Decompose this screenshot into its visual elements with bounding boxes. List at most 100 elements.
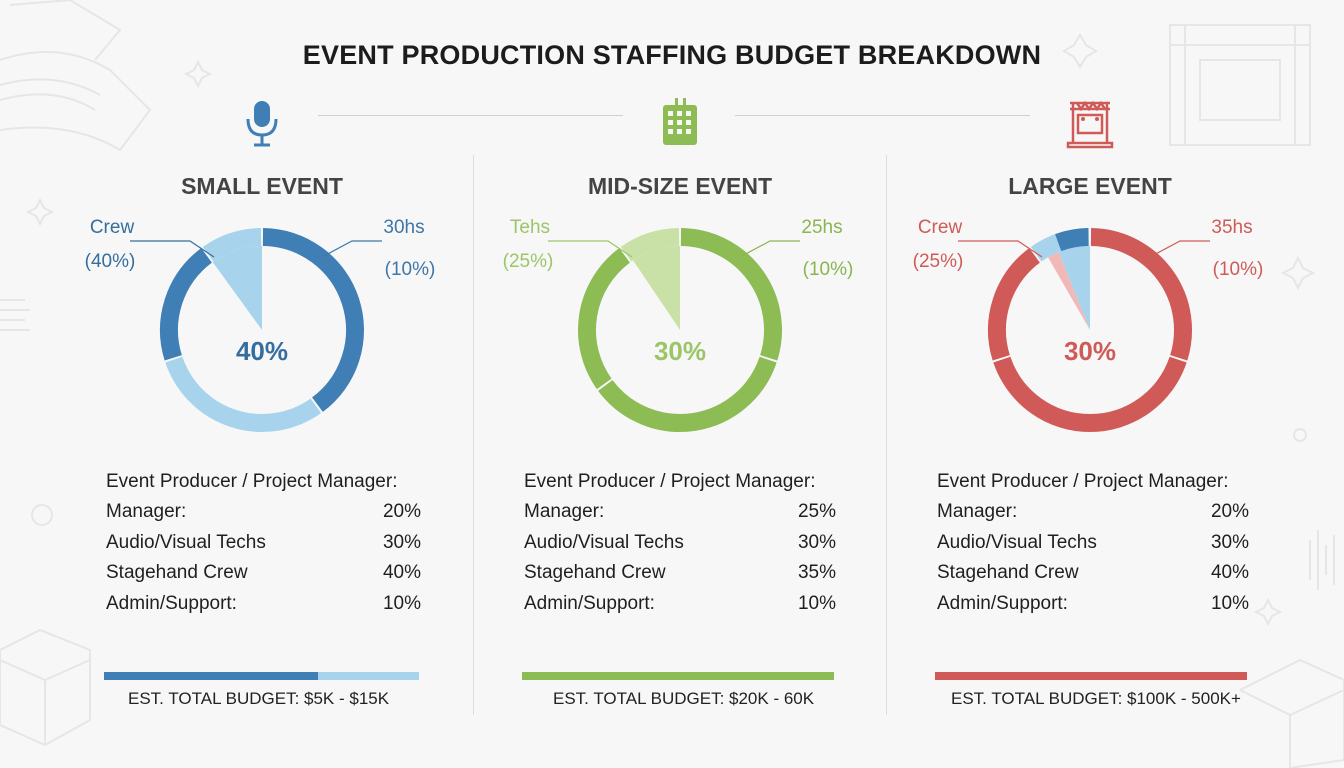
microphone-icon [246,101,278,147]
pie-slice [1090,228,1192,361]
slice-wedge [1058,246,1090,330]
slice-wedge [633,246,680,330]
donut-chart-large: 30% Crew (25%) 35hs (10%) [913,217,1264,432]
divider-left [318,115,623,116]
pie-slice-accent [1055,228,1089,252]
column-divider-2 [886,155,887,715]
row-value: 20% [1210,501,1249,522]
budget-bar-primary [522,672,834,680]
center-label: 40% [236,336,288,366]
pie-slice [262,228,364,412]
budget-text: EST. TOTAL BUDGET: $20K - 60K [553,689,815,708]
budget-text: EST. TOTAL BUDGET: $5K - $15K [128,689,390,708]
row-label: Stagehand Crew [937,562,1079,583]
stage-icon [1066,100,1114,149]
row-label: Stagehand Crew [524,562,666,583]
pie-slice [202,228,262,262]
budget-bar-secondary [318,672,419,680]
table-row: Stagehand Crew 35% [524,558,836,589]
row-value: 30% [1210,531,1249,553]
row-value: 10% [1210,592,1249,614]
row-label: Audio/Visual Techs [106,531,266,553]
table-row: Stagehand Crew 40% [106,558,421,589]
list-heading: Event Producer / Project Manager: [106,471,398,492]
pie-slice [598,356,777,432]
list-heading: Event Producer / Project Manager: [524,471,816,492]
panel-title: MID-SIZE EVENT [587,173,772,199]
pie-slice [993,356,1187,432]
callout-label: Crew [918,217,963,238]
pie-slice [160,248,213,361]
row-label: Stagehand Crew [106,562,248,583]
donut-chart-mid: 30% Tehs (25%) 25hs (10%) [503,217,854,432]
table-row: Audio/Visual Techs 30% [106,528,421,559]
panel-title: LARGE EVENT [1008,173,1172,199]
table-row: Manager: 25% [524,497,836,528]
row-value: 10% [382,592,421,614]
budget-bar-primary [104,672,319,680]
table-row: Admin/Support: 10% [524,589,836,620]
donut-chart-small: 40% Crew (40%) 30hs (10%) [85,217,436,432]
callout-label: 25hs [801,217,842,238]
callout-leader [321,240,382,258]
pie-slice [620,228,680,262]
callout-value: (25%) [913,251,964,272]
panel-title: SMALL EVENT [181,173,343,199]
pie-slice [988,248,1041,361]
row-value: 40% [382,562,421,583]
panel-small-event: SMALL EVENT 40% Crew (40%) 30hs (10%) Event … [52,95,472,735]
row-value: 30% [797,531,836,553]
row-label: Manager: [524,501,605,522]
row-value: 40% [1210,562,1249,583]
callout-value: (40%) [85,251,136,272]
callout-label: 30hs [383,217,424,238]
column-divider-1 [473,155,474,715]
callout-label: Tehs [510,217,550,238]
table-row: Audio/Visual Techs 30% [524,528,836,559]
row-label: Audio/Visual Techs [524,531,684,553]
slice-wedge [212,246,262,330]
row-value: 10% [797,592,836,614]
callout-label: Crew [90,217,135,238]
divider-right [735,115,1030,116]
table-row: Audio/Visual Techs 30% [937,528,1249,559]
callout-leader [130,240,215,258]
row-label: Admin/Support: [524,592,655,614]
callout-leader [739,240,800,258]
list-heading: Event Producer / Project Manager: [937,471,1229,492]
row-value: 35% [797,562,836,583]
callout-value: (10%) [1213,259,1264,280]
pie-slice [680,228,782,361]
slice-wedge-accent [1048,252,1090,330]
budget-bar [104,672,419,680]
row-label: Manager: [937,501,1018,522]
pie-slice [165,356,322,432]
center-label: 30% [1064,336,1116,366]
panel-mid-size-event: MID-SIZE EVENT 30% Tehs (25%) 25hs (10%) Eve… [470,95,890,735]
panel-large-event: LARGE EVENT 30% Crew (25%) 35hs (10%) Event … [880,95,1300,735]
row-value: 30% [382,531,421,553]
table-row: Stagehand Crew 40% [937,558,1249,589]
callout-label: 35hs [1211,217,1252,238]
budget-text: EST. TOTAL BUDGET: $100K - 500K+ [951,689,1241,708]
table-row: Admin/Support: 10% [106,589,421,620]
callout-value: (25%) [503,251,554,272]
page-title: EVENT PRODUCTION STAFFING BUDGET BREAKDO… [302,40,1042,70]
pie-slice [578,248,631,390]
callout-leader [548,240,633,258]
building-icon [663,98,697,145]
callout-value: (10%) [385,259,436,280]
row-label: Audio/Visual Techs [937,531,1097,553]
callout-value: (10%) [803,259,854,280]
callout-leader [1149,240,1210,258]
row-label: Manager: [106,501,187,522]
table-row: Manager: 20% [106,497,421,528]
center-label: 30% [654,336,706,366]
budget-bar [522,672,834,680]
table-row: Manager: 20% [937,497,1249,528]
row-value: 25% [797,501,836,522]
callout-leader [958,240,1043,258]
row-label: Admin/Support: [106,592,237,614]
row-label: Admin/Support: [937,592,1068,614]
